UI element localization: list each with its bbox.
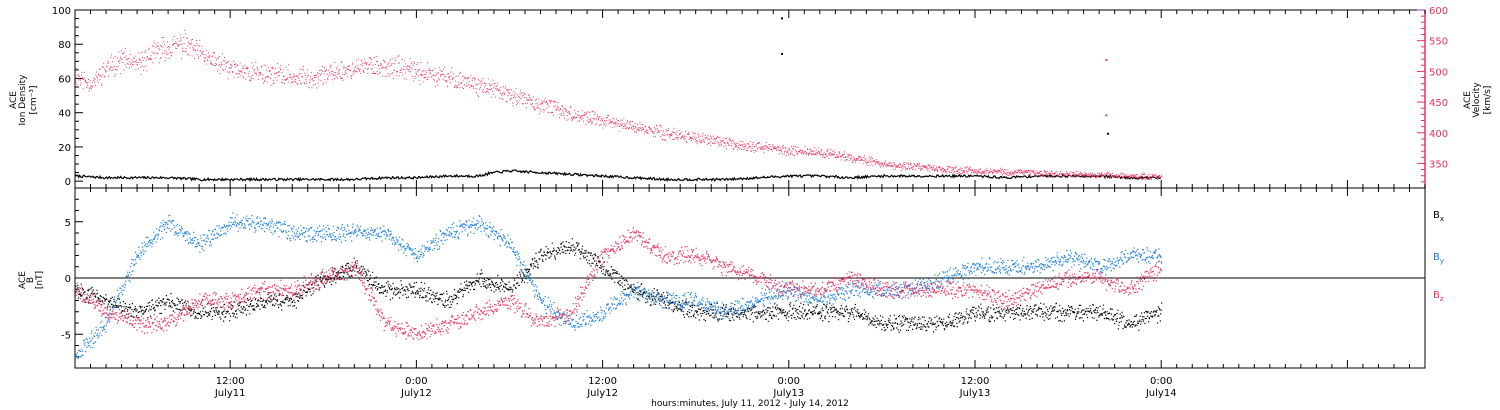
outlier-point (781, 52, 784, 55)
top-left-tick-label: 100 (52, 6, 71, 17)
by-series (75, 212, 1163, 359)
legend-subscript: z (1440, 295, 1444, 303)
legend-label: B (1433, 252, 1440, 263)
bottom-left-tick-label: 0 (65, 274, 71, 285)
bottom-series (75, 212, 1163, 359)
x-tick-date: July12 (586, 388, 618, 399)
top-left-axis: 0 20 40 60 80 100 (52, 6, 83, 188)
x-tick-time: 0:00 (405, 376, 427, 387)
top-right-tick-label: 350 (1429, 159, 1448, 170)
top-panel: 0 20 40 60 80 100 350 400 450 500 550 600 ACE Ion … (9, 6, 1493, 189)
bottom-ylabel-2: B (26, 277, 36, 283)
x-tick-time: 12:00 (216, 376, 245, 387)
legend-subscript: x (1440, 215, 1444, 223)
outlier-point (1105, 59, 1108, 62)
top-left-tick-label: 40 (58, 109, 71, 120)
top-ylabel-right-1: ACE (1463, 91, 1473, 109)
x-tick-date: July13 (772, 388, 804, 399)
top-ylabel-left-1: ACE (9, 91, 19, 109)
top-ylabel-right-3: [km/s] (1483, 86, 1493, 115)
legend-by: By (1433, 252, 1444, 265)
x-tick-time: 0:00 (1150, 376, 1172, 387)
x-axis-title: hours:minutes, July 11, 2012 - July 14, … (651, 399, 849, 409)
legend-subscript: y (1440, 257, 1444, 265)
x-tick-time: 12:00 (588, 376, 617, 387)
top-ylabel-left-3: [cm⁻³] (29, 85, 39, 114)
bottom-left-axis: 5 0 -5 (61, 198, 83, 358)
top-ylabel-right-2: Velocity (1472, 82, 1482, 118)
x-tick-date: July11 (214, 388, 246, 399)
x-tick-date: July12 (400, 388, 432, 399)
bottom-left-tick-label: -5 (61, 330, 71, 341)
x-tick-time: 12:00 (961, 376, 990, 387)
top-left-tick-label: 60 (58, 74, 71, 85)
top-left-tick-label: 20 (58, 143, 71, 154)
top-right-axis: 350 400 450 500 550 600 (1417, 6, 1448, 189)
bottom-ylabel-1: ACE (18, 271, 28, 289)
legend-bx: Bx (1433, 210, 1444, 223)
legend-label: B (1433, 210, 1440, 221)
legend-label: B (1433, 290, 1440, 301)
top-right-tick-label: 400 (1429, 129, 1448, 140)
bottom-ylabel-3: [nT] (35, 271, 45, 289)
x-axis: 12:00July110:00July1212:00July120:00July… (74, 10, 1426, 399)
legend-bz: Bz (1433, 290, 1444, 303)
outlier-point (781, 17, 784, 20)
top-right-tick-label: 550 (1429, 37, 1448, 48)
outlier-point (1105, 114, 1108, 117)
top-series (74, 17, 1163, 183)
top-panel-frame (74, 9, 1426, 189)
bottom-left-tick-label: 5 (65, 218, 71, 229)
x-tick-date: July13 (959, 388, 991, 399)
density-series (74, 169, 1161, 183)
top-ylabel-left-2: Ion Density (18, 74, 28, 126)
x-tick-date: July14 (1145, 388, 1177, 399)
top-left-tick-label: 0 (65, 177, 71, 188)
bx-series (75, 238, 1163, 333)
top-right-tick-label: 450 (1429, 98, 1448, 109)
top-left-tick-label: 80 (58, 40, 71, 51)
outlier-point (1106, 132, 1109, 135)
top-right-tick-label: 500 (1429, 67, 1448, 78)
velocity-series (75, 29, 1163, 181)
x-tick-time: 0:00 (778, 376, 800, 387)
top-right-tick-label: 600 (1429, 6, 1448, 17)
